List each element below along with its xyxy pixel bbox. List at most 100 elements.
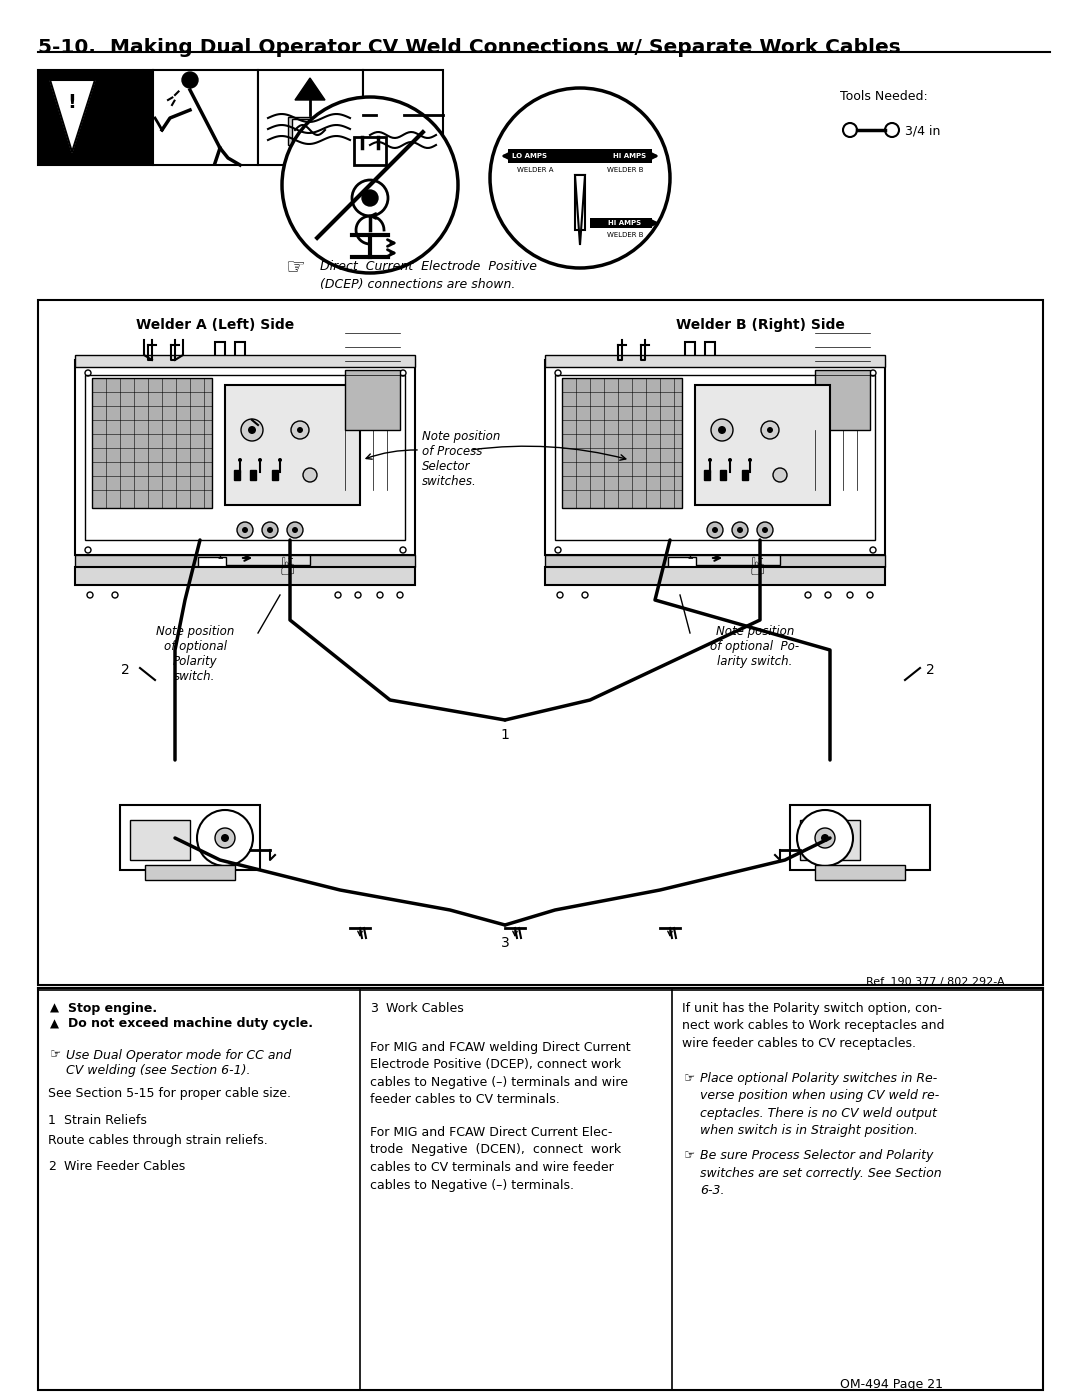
Text: Work Cables: Work Cables	[386, 1002, 463, 1016]
Bar	[85, 374, 405, 541]
Circle shape	[867, 592, 873, 598]
Circle shape	[400, 370, 406, 376]
Circle shape	[377, 592, 383, 598]
Circle shape	[773, 468, 787, 482]
Bar	[575, 175, 585, 231]
Circle shape	[291, 420, 309, 439]
Bar	[234, 469, 240, 481]
Circle shape	[248, 426, 256, 434]
Text: Note position
of optional
Polarity
switch.: Note position of optional Polarity switc…	[156, 624, 234, 683]
Text: OM-494 Page 21: OM-494 Page 21	[840, 1377, 943, 1391]
Circle shape	[377, 570, 383, 576]
Text: WELDER A: WELDER A	[516, 168, 553, 173]
Bar	[354, 137, 386, 165]
Circle shape	[112, 570, 118, 576]
Text: Direct  Current  Electrode  Positive
(DCEP) connections are shown.: Direct Current Electrode Positive (DCEP)…	[320, 260, 537, 291]
Text: –: –	[217, 553, 222, 563]
Text: 3: 3	[370, 1002, 378, 1016]
Circle shape	[237, 522, 253, 538]
Circle shape	[748, 458, 752, 462]
Text: For MIG and FCAW Direct Current Elec-
trode  Negative  (DCEN),  connect  work
ca: For MIG and FCAW Direct Current Elec- tr…	[370, 1126, 621, 1192]
Text: 3/4 in: 3/4 in	[905, 124, 941, 138]
Bar	[75, 355, 415, 367]
Text: 2: 2	[121, 664, 130, 678]
Circle shape	[555, 370, 561, 376]
Bar	[75, 360, 415, 555]
Bar	[258, 70, 363, 165]
Text: Strain Reliefs: Strain Reliefs	[64, 1113, 147, 1126]
Bar	[220, 555, 310, 564]
Text: 5-10.  Making Dual Operator CV Weld Connections w/ Separate Work Cables: 5-10. Making Dual Operator CV Weld Conne…	[38, 38, 901, 57]
Bar	[815, 370, 870, 430]
Bar	[345, 370, 400, 430]
Circle shape	[757, 522, 773, 538]
Text: Route cables through strain reliefs.: Route cables through strain reliefs.	[48, 1134, 268, 1147]
Circle shape	[870, 370, 876, 376]
Text: Welder A (Left) Side: Welder A (Left) Side	[136, 319, 294, 332]
Circle shape	[137, 570, 143, 576]
Bar	[815, 865, 905, 880]
Text: ☞: ☞	[684, 1150, 696, 1162]
Circle shape	[559, 570, 565, 576]
Circle shape	[847, 592, 853, 598]
Circle shape	[197, 810, 253, 866]
Circle shape	[711, 419, 733, 441]
Text: Do not exceed machine duty cycle.: Do not exceed machine duty cycle.	[68, 1017, 313, 1031]
Text: ☞: ☞	[684, 1071, 696, 1084]
Bar	[38, 300, 1043, 985]
Bar	[363, 70, 443, 165]
Circle shape	[762, 527, 768, 534]
Circle shape	[867, 570, 873, 576]
Bar	[800, 820, 860, 861]
Text: ▲: ▲	[50, 1002, 59, 1016]
Bar	[545, 555, 885, 567]
Circle shape	[797, 810, 853, 866]
Text: HI AMPS: HI AMPS	[608, 219, 642, 226]
Bar	[153, 70, 258, 165]
Circle shape	[85, 548, 91, 553]
Bar	[545, 360, 885, 555]
Circle shape	[732, 522, 748, 538]
Bar	[545, 567, 885, 585]
Circle shape	[761, 420, 779, 439]
Circle shape	[870, 548, 876, 553]
Text: ☞: ☞	[746, 552, 770, 574]
Circle shape	[241, 419, 264, 441]
Bar	[508, 149, 652, 163]
Circle shape	[183, 73, 198, 88]
Circle shape	[708, 458, 712, 462]
Circle shape	[397, 592, 403, 598]
Bar	[38, 70, 153, 165]
Circle shape	[221, 834, 229, 842]
Polygon shape	[50, 80, 95, 152]
Text: ☞: ☞	[276, 552, 300, 574]
Bar	[555, 374, 875, 541]
Bar	[249, 469, 256, 481]
Text: 3: 3	[501, 936, 510, 950]
Text: Note position
of Process
Selector
switches.: Note position of Process Selector switch…	[422, 430, 500, 488]
Circle shape	[825, 592, 831, 598]
Circle shape	[89, 570, 95, 576]
Bar	[789, 805, 930, 870]
Text: –: –	[687, 553, 692, 563]
Bar	[130, 820, 190, 861]
Circle shape	[267, 527, 273, 534]
Circle shape	[292, 527, 298, 534]
Text: 1: 1	[48, 1113, 56, 1126]
Text: Wire Feeder Cables: Wire Feeder Cables	[64, 1160, 186, 1173]
Text: Place optional Polarity switches in Re-
verse position when using CV weld re-
ce: Place optional Polarity switches in Re- …	[700, 1071, 940, 1137]
Bar	[288, 117, 332, 145]
Circle shape	[555, 548, 561, 553]
Circle shape	[238, 458, 242, 462]
Text: 2: 2	[48, 1160, 56, 1173]
Text: HI AMPS: HI AMPS	[613, 154, 647, 159]
Circle shape	[821, 834, 829, 842]
Text: ▲: ▲	[50, 1017, 59, 1031]
Bar	[92, 379, 212, 509]
Circle shape	[262, 522, 278, 538]
Text: 1: 1	[500, 728, 510, 742]
Bar	[545, 355, 885, 367]
Polygon shape	[295, 78, 325, 101]
Circle shape	[303, 468, 318, 482]
Circle shape	[400, 548, 406, 553]
